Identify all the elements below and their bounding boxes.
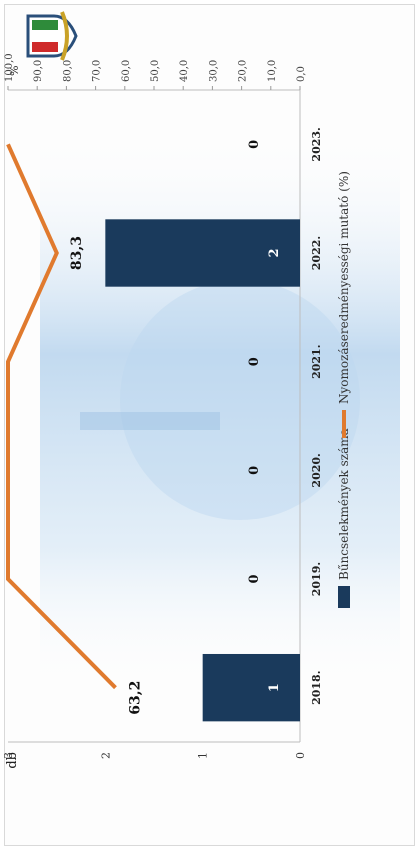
right-tick-label: 50,0 xyxy=(150,60,161,82)
bar-0 xyxy=(202,653,301,722)
bar-value-label: 0 xyxy=(247,357,262,366)
rate-line xyxy=(6,143,117,690)
legend-bar-swatch xyxy=(338,586,350,608)
category-label: 2019. xyxy=(310,562,323,596)
right-tick-label: 70,0 xyxy=(92,60,103,82)
right-tick-label: 20,0 xyxy=(238,60,249,82)
bar-value-label: 0 xyxy=(247,574,262,583)
bar-value-label: 2 xyxy=(267,248,282,257)
right-tick-label: 60,0 xyxy=(121,60,132,82)
line-value-label: 63,2 xyxy=(127,681,143,715)
legend-bar-label: Bűncselekmények száma xyxy=(337,428,351,580)
category-label: 2021. xyxy=(310,344,323,378)
police-crest-logo xyxy=(18,6,86,66)
right-tick-label: 30,0 xyxy=(208,60,219,82)
left-tick-label: 2 xyxy=(99,752,112,759)
right-tick-label: 80,0 xyxy=(62,60,73,82)
left-axis-unit: db xyxy=(5,752,20,769)
category-label: 2018. xyxy=(310,670,323,704)
category-label: 2020. xyxy=(310,453,323,487)
bar-value-label: 1 xyxy=(267,683,282,692)
category-label: 2023. xyxy=(310,127,323,161)
legend-line-label: Nyomozáseredményességi mutató (%) xyxy=(337,171,351,404)
right-tick-label: 100,0 xyxy=(4,53,15,82)
left-tick-label: 0 xyxy=(294,752,307,759)
right-tick-label: 90,0 xyxy=(33,60,44,82)
bar-4 xyxy=(105,219,301,287)
right-tick-label: 40,0 xyxy=(179,60,190,82)
bar-value-label: 0 xyxy=(247,466,262,475)
right-tick-label: 0,0 xyxy=(296,66,307,82)
bar-value-label: 0 xyxy=(247,140,262,149)
left-tick-label: 3 xyxy=(2,752,15,759)
left-tick-label: 1 xyxy=(197,752,210,759)
right-tick-label: 10,0 xyxy=(267,60,278,82)
line-value-label: 83,3 xyxy=(69,236,85,270)
right-axis-unit: % xyxy=(8,66,21,76)
category-label: 2022. xyxy=(310,236,323,270)
